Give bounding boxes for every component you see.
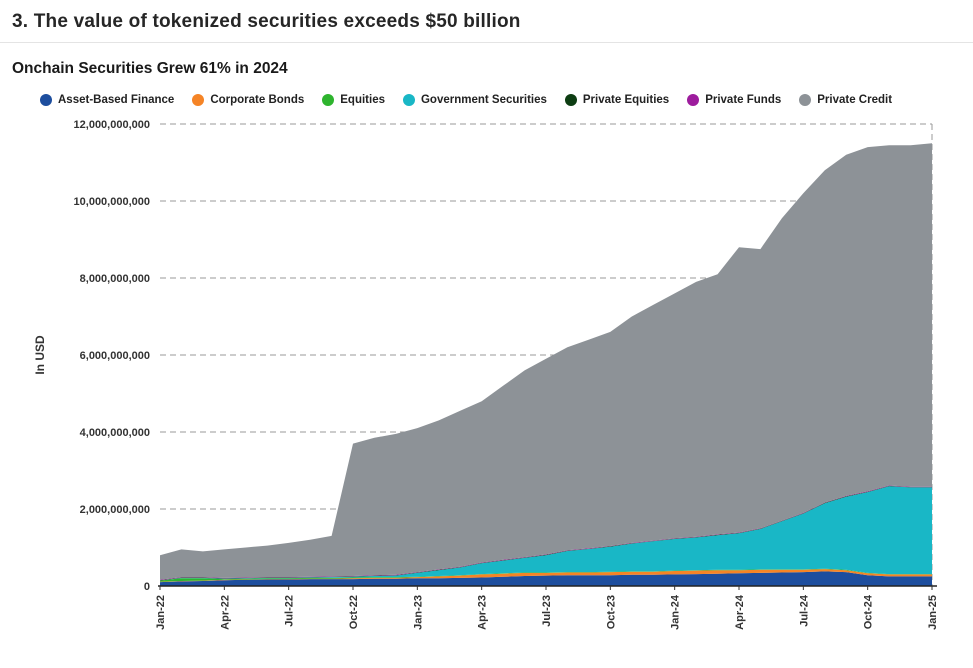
y-axis-tick-label: 10,000,000,000 bbox=[74, 196, 150, 208]
legend-dot-private-credit bbox=[799, 94, 812, 106]
legend-item-private-credit: Private Credit bbox=[799, 94, 892, 106]
legend-item-corporate-bonds: Corporate Bonds bbox=[192, 94, 304, 106]
legend-label: Government Securities bbox=[420, 94, 547, 106]
legend-dot-equities bbox=[322, 94, 335, 106]
x-axis-tick-label: Jul-23 bbox=[541, 595, 553, 627]
y-axis-title: In USD bbox=[33, 335, 47, 375]
x-axis-tick-label: Jul-22 bbox=[284, 595, 296, 627]
x-axis-tick-label: Apr-24 bbox=[734, 594, 746, 630]
area-private-credit bbox=[160, 143, 932, 580]
x-axis-tick-label: Oct-24 bbox=[863, 594, 875, 629]
legend-label: Private Equities bbox=[582, 94, 670, 106]
x-axis-tick-label: Jan-23 bbox=[412, 595, 424, 630]
x-axis-tick-label: Oct-23 bbox=[605, 595, 617, 629]
legend-item-asset-based-finance: Asset-Based Finance bbox=[40, 94, 174, 106]
chart-legend: Asset-Based Finance Corporate Bonds Equiti… bbox=[40, 94, 973, 106]
legend-dot-private-funds bbox=[687, 94, 700, 106]
x-axis-tick-label: Jan-25 bbox=[927, 595, 939, 630]
stacked-area-chart: 0 2,000,000,000 4,000,000,000 6,000,000,000… bbox=[0, 108, 973, 648]
legend-label: Private Credit bbox=[817, 94, 893, 106]
area-asset-based-finance bbox=[160, 571, 932, 586]
chart-title: Onchain Securities Grew 61% in 2024 bbox=[12, 60, 288, 77]
legend-item-government-securities: Government Securities bbox=[402, 94, 547, 106]
legend-label: Asset-Based Finance bbox=[58, 94, 175, 106]
y-axis-tick-label: 12,000,000,000 bbox=[74, 119, 150, 131]
legend-item-private-funds: Private Funds bbox=[687, 94, 781, 106]
legend-dot-government-securities bbox=[402, 94, 415, 106]
legend-dot-private-equities bbox=[564, 94, 577, 106]
area-government-securities bbox=[160, 486, 932, 581]
y-axis-tick-label: 4,000,000,000 bbox=[80, 427, 150, 439]
x-axis-tick-label: Apr-23 bbox=[477, 595, 489, 630]
y-axis-tick-label: 2,000,000,000 bbox=[80, 504, 150, 516]
legend-item-equities: Equities bbox=[322, 94, 385, 106]
x-axis-tick-label: Oct-22 bbox=[348, 595, 360, 629]
x-axis-tick-label: Jul-24 bbox=[798, 594, 810, 627]
legend-label: Corporate Bonds bbox=[210, 94, 305, 106]
legend-label: Private Funds bbox=[705, 94, 782, 106]
area-corporate-bonds bbox=[160, 569, 932, 583]
legend-dot-asset-based-finance bbox=[40, 94, 52, 106]
legend-dot-corporate-bonds bbox=[192, 94, 205, 106]
y-axis-tick-label: 0 bbox=[144, 581, 150, 593]
page-title: 3. The value of tokenized securities exc… bbox=[0, 0, 973, 43]
chart-canvas: 0 2,000,000,000 4,000,000,000 6,000,000,000… bbox=[33, 119, 939, 630]
legend-label: Equities bbox=[340, 94, 385, 106]
y-axis-tick-label: 6,000,000,000 bbox=[80, 350, 150, 362]
x-axis-tick-label: Jan-24 bbox=[670, 594, 682, 630]
legend-item-private-equities: Private Equities bbox=[564, 94, 670, 106]
x-axis-tick-label: Jan-22 bbox=[155, 595, 167, 630]
y-axis-tick-label: 8,000,000,000 bbox=[80, 273, 150, 285]
x-axis-tick-label: Apr-22 bbox=[219, 595, 231, 630]
